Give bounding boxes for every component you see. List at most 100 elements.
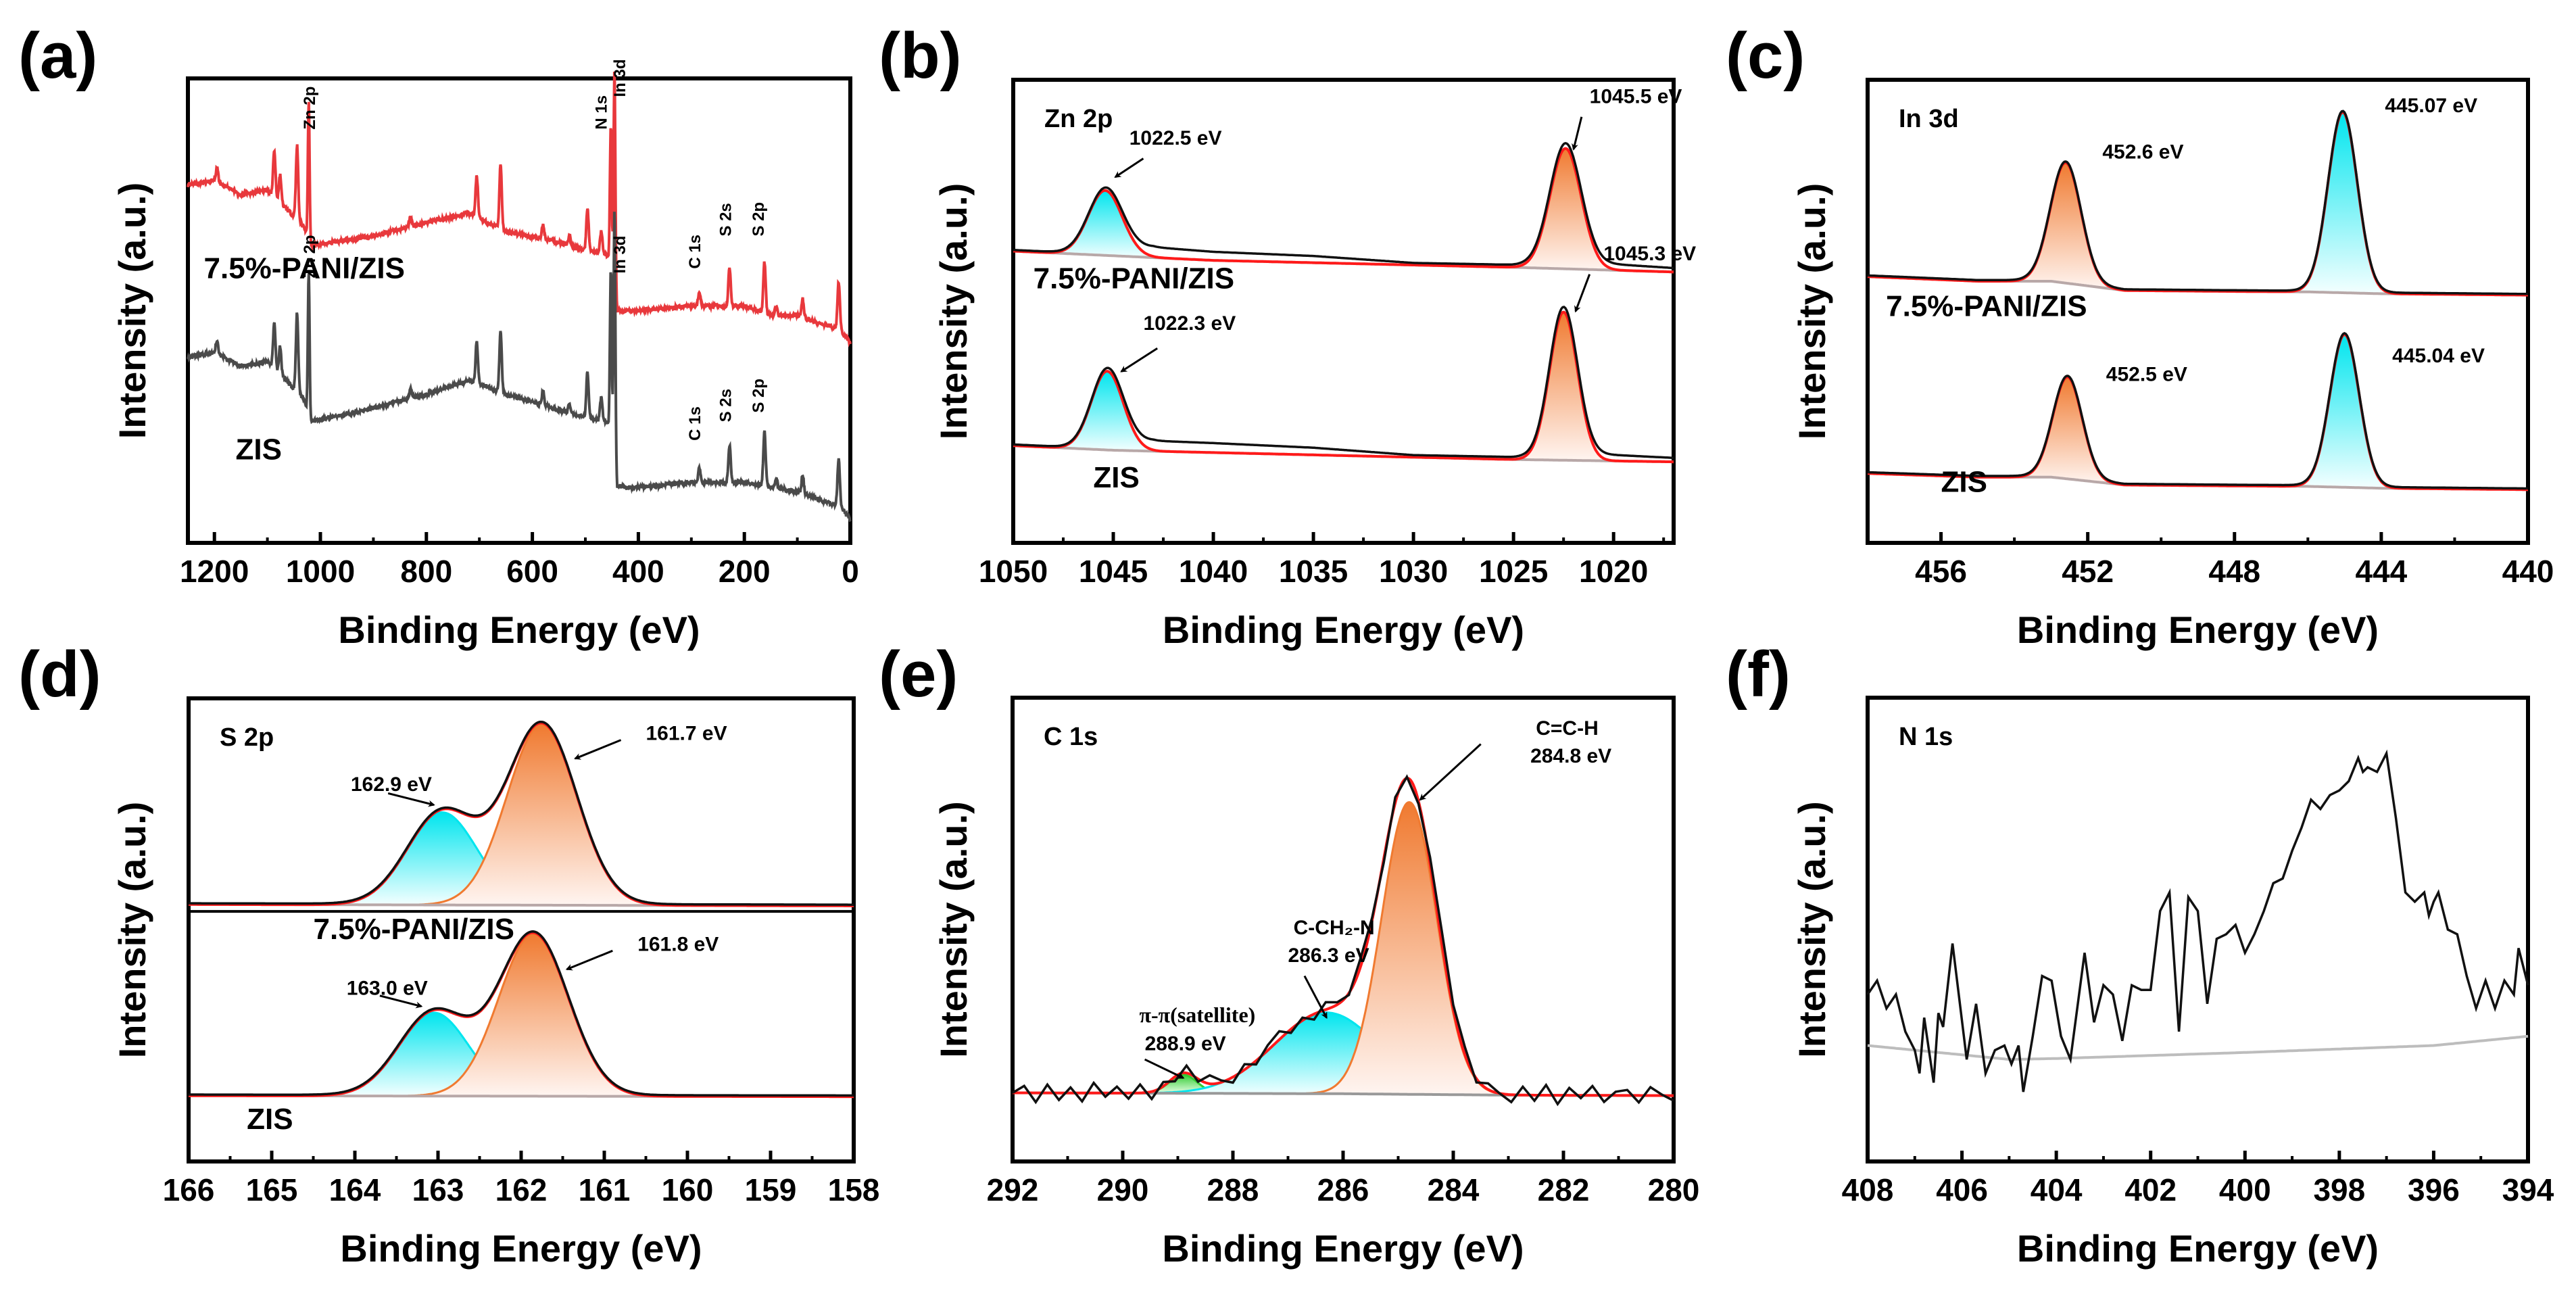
raw-spectrum <box>1866 749 2529 1093</box>
peak-label: S 2p <box>750 202 768 237</box>
peak-annotation: 161.8 eV <box>637 933 719 955</box>
x-tick-label: 280 <box>1648 1172 1700 1207</box>
core-level-label: C 1s <box>1044 723 1098 751</box>
x-tick-label: 440 <box>2502 554 2554 589</box>
x-tick-label: 165 <box>246 1172 298 1207</box>
peak-annotation: 445.04 eV <box>2392 345 2485 367</box>
y-axis-title: Intensity (a.u.) <box>111 802 153 1059</box>
peak-annotation: 163.0 eV <box>347 977 428 999</box>
plot-frame <box>186 76 852 545</box>
annotation-arrow <box>1120 347 1158 373</box>
peak-annotation: 284.8 eV <box>1530 745 1611 767</box>
panel-f-n1s: (f) 408 406 404 402 400 398 396 394 Binding Energ… <box>1726 638 2554 1270</box>
x-tick-label: 1020 <box>1579 554 1648 589</box>
x-tick-label: 284 <box>1428 1172 1480 1207</box>
peak-annotation: 445.07 eV <box>2385 95 2477 117</box>
x-tick-label: 452 <box>2062 554 2114 589</box>
survey-spectrum-pani-zis <box>187 71 852 347</box>
x-axis-title: Binding Energy (eV) <box>1163 608 1524 651</box>
sample-label: 7.5%-PANI/ZIS <box>204 251 405 285</box>
y-axis-title: Intensity (a.u.) <box>111 183 153 439</box>
peak-annotation: 1022.5 eV <box>1129 127 1222 149</box>
sample-label: 7.5%-PANI/ZIS <box>1034 262 1234 295</box>
x-tick-label: 800 <box>400 554 452 589</box>
y-axis-title: Intensity (a.u.) <box>1791 801 1833 1058</box>
plot-frame <box>1866 696 2530 1163</box>
annotation-arrow <box>1114 158 1144 178</box>
annotation-arrow <box>574 739 622 760</box>
peak-annotation: C-CH₂-N <box>1294 917 1375 939</box>
plot-frame <box>1866 78 2530 545</box>
x-tick-label: 1025 <box>1479 554 1548 589</box>
component-fill-orange <box>1513 312 1613 461</box>
core-level-label: In 3d <box>1899 105 1959 133</box>
annotation-arrow <box>387 792 435 807</box>
x-tick-label: 406 <box>1936 1172 1988 1207</box>
x-tick-label: 408 <box>1842 1172 1894 1207</box>
x-tick-label: 161 <box>579 1172 631 1207</box>
fit-envelope <box>1013 310 1674 464</box>
x-tick-label: 200 <box>719 554 771 589</box>
x-tick-label: 398 <box>2313 1172 2365 1207</box>
panel-e-c1s: (e) 292 290 288 286 284 282 280 Binding Energy (… <box>879 638 1699 1270</box>
x-tick-label: 394 <box>2502 1172 2554 1207</box>
x-tick-label: 288 <box>1207 1172 1259 1207</box>
peak-label: N 1s <box>592 95 610 130</box>
x-tick-label: 1000 <box>286 554 355 589</box>
component-fill-orange <box>2012 162 2120 290</box>
panel-label: (f) <box>1726 638 1791 711</box>
peak-annotation: 1045.3 eV <box>1603 243 1696 265</box>
x-tick-label: 162 <box>495 1172 548 1207</box>
raw-spectrum <box>1867 110 2528 295</box>
x-tick-label: 292 <box>987 1172 1039 1207</box>
peak-label: In 3d <box>611 59 629 97</box>
annotation-arrow <box>379 994 423 1009</box>
x-tick-label: 444 <box>2356 554 2408 589</box>
x-tick-label: 282 <box>1538 1172 1590 1207</box>
fit-envelope <box>1013 147 1674 274</box>
x-tick-label: 1045 <box>1079 554 1148 589</box>
x-tick-label: 286 <box>1317 1172 1369 1207</box>
sample-label: ZIS <box>247 1103 293 1136</box>
plot-frame <box>1011 78 1676 545</box>
peak-label: C 1s <box>686 406 704 441</box>
core-level-label: N 1s <box>1899 723 1953 751</box>
panel-b-zn2p: (b) 1050 1045 1040 1035 1030 1025 1020 Binding E… <box>879 20 1696 651</box>
raw-spectrum <box>1013 141 1674 270</box>
x-tick-label: 448 <box>2208 554 2260 589</box>
annotation-arrow <box>1572 116 1583 151</box>
panel-label: (c) <box>1726 20 1805 92</box>
core-level-label: Zn 2p <box>1044 105 1113 133</box>
panel-a-survey: (a) 1200 1000 800 600 400 200 0 Binding Energy (… <box>18 20 859 651</box>
raw-spectrum <box>1867 332 2528 490</box>
component-fill-cyan <box>2293 334 2398 489</box>
x-tick-label: 396 <box>2408 1172 2460 1207</box>
annotation-arrow <box>1303 975 1328 1019</box>
peak-annotation: 452.5 eV <box>2106 363 2187 385</box>
peak-annotation: 452.6 eV <box>2102 141 2183 163</box>
y-axis-title: Intensity (a.u.) <box>932 183 975 440</box>
annotation-arrow <box>1144 1058 1185 1079</box>
peak-annotation: 1045.5 eV <box>1590 85 1682 107</box>
x-axis-title: Binding Energy (eV) <box>2017 608 2379 651</box>
background-line <box>1867 1034 2529 1061</box>
sample-label: 7.5%-PANI/ZIS <box>1886 289 2087 322</box>
x-axis-title: Binding Energy (eV) <box>340 1227 702 1270</box>
component-fill-orange <box>408 934 660 1097</box>
peak-label: C 1s <box>686 235 704 269</box>
x-axis-title: Binding Energy (eV) <box>1162 1227 1524 1270</box>
panel-label: (d) <box>18 638 101 711</box>
peak-label: Zn 2p <box>301 235 319 278</box>
x-tick-label: 159 <box>745 1172 797 1207</box>
component-fill-orange <box>1306 802 1513 1095</box>
peak-annotation: 1022.3 eV <box>1143 312 1236 335</box>
x-axis-title: Binding Energy (eV) <box>2017 1227 2379 1270</box>
peak-label: In 3d <box>611 236 629 274</box>
raw-spectrum <box>189 720 854 906</box>
peak-annotation: π-π(satellite) <box>1139 1003 1255 1027</box>
component-fill-cyan <box>2290 112 2396 294</box>
component-fill-cyan <box>321 812 562 905</box>
raw-spectrum <box>1012 774 1674 1107</box>
x-tick-label: 456 <box>1915 554 1967 589</box>
